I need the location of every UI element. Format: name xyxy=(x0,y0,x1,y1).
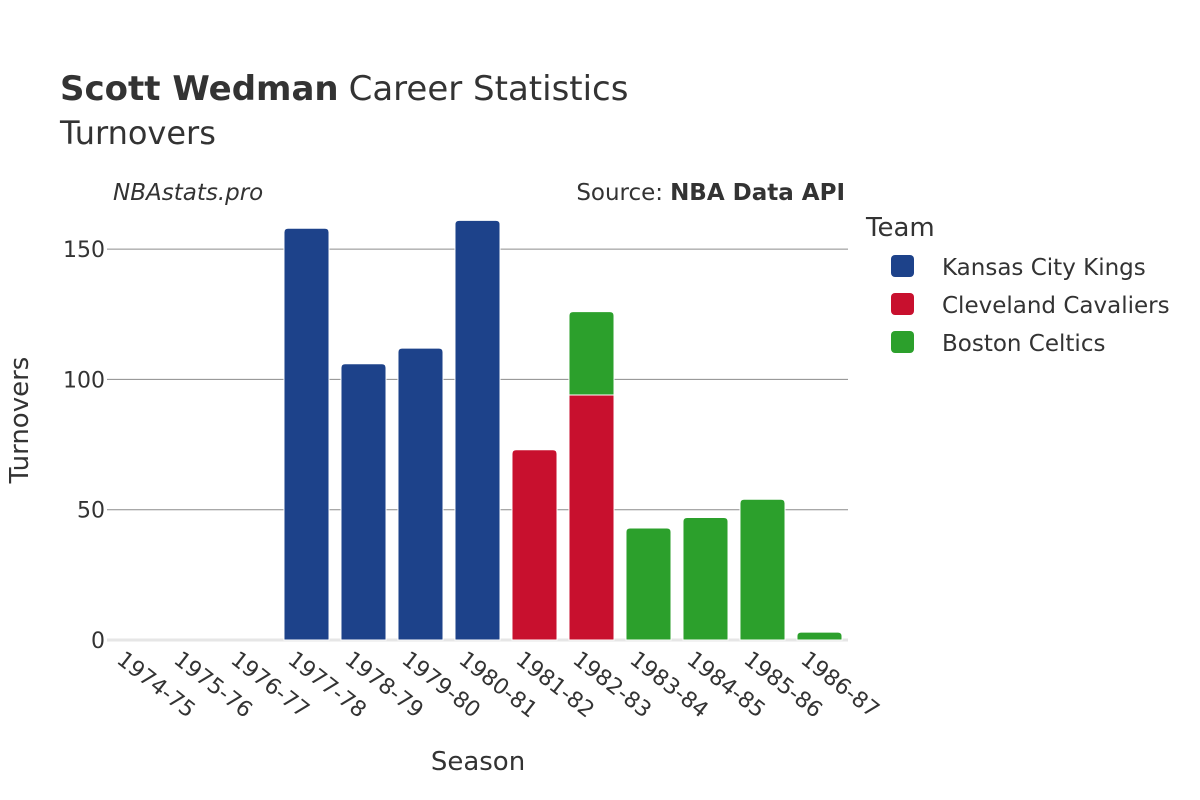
y-axis-title: Turnovers xyxy=(5,357,35,485)
x-axis-title: Season xyxy=(431,747,525,777)
chart-title: Scott Wedman Career Statistics xyxy=(60,69,628,109)
legend-item-label: Kansas City Kings xyxy=(942,255,1146,281)
legend-item-label: Boston Celtics xyxy=(942,331,1105,357)
source-prefix: Source: xyxy=(576,180,663,206)
y-tick-label: 100 xyxy=(63,368,105,393)
y-axis-ticks: 0 50 100 150 xyxy=(63,238,105,654)
x-axis-ticks: 1974-751975-761976-771977-781978-791979-… xyxy=(112,647,884,723)
y-tick-label: 0 xyxy=(91,629,105,654)
legend-title: Team xyxy=(865,213,935,243)
chart-subtitle: Turnovers xyxy=(59,114,216,152)
legend-swatch xyxy=(891,293,914,315)
legend: Kansas City Kings Cleveland Cavaliers Bost… xyxy=(891,255,1170,357)
bar-boston-celtics-1983-84 xyxy=(625,527,672,641)
bar-cleveland-cavaliers-1982-83 xyxy=(568,394,615,641)
legend-swatch xyxy=(891,255,914,277)
legend-swatch xyxy=(891,331,914,353)
bar-boston-celtics-1984-85 xyxy=(682,517,729,641)
legend-item-label: Cleveland Cavaliers xyxy=(942,293,1170,319)
bar-cleveland-cavaliers-1981-82 xyxy=(511,449,558,641)
y-tick-label: 50 xyxy=(77,499,105,524)
bar-boston-celtics-1985-86 xyxy=(739,498,786,641)
bar-kansas-city-kings-1980-81 xyxy=(454,219,501,641)
bar-kansas-city-kings-1979-80 xyxy=(397,347,444,641)
chart-title-rest: Career Statistics xyxy=(349,69,629,109)
bar-boston-celtics-1982-83 xyxy=(568,311,615,396)
bar-kansas-city-kings-1977-78 xyxy=(283,227,330,641)
watermark: NBAstats.pro xyxy=(113,180,263,206)
chart-title-player: Scott Wedman xyxy=(60,69,339,109)
source-label: Source: NBA Data API xyxy=(576,180,845,206)
bar-boston-celtics-1986-87 xyxy=(796,631,843,641)
bar-kansas-city-kings-1978-79 xyxy=(340,363,387,641)
bars xyxy=(283,219,843,641)
source-value: NBA Data API xyxy=(670,180,845,206)
y-tick-label: 150 xyxy=(63,238,105,263)
